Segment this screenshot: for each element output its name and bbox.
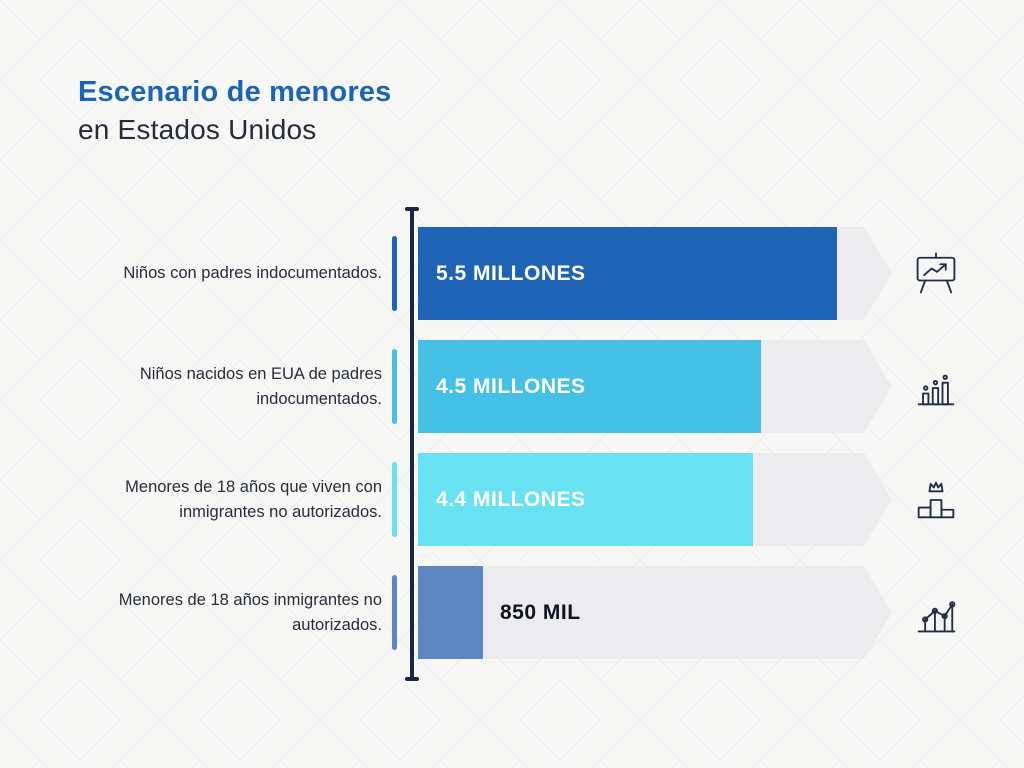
bar-value: 5.5 MILLONES [436, 261, 586, 285]
bar-value: 4.5 MILLONES [436, 374, 586, 398]
title-line-accent: Escenario de menores [78, 76, 392, 108]
bar-tick [392, 462, 397, 537]
bar-tick [392, 349, 397, 424]
bar-row-nacidos-en-eua: Niños nacidos en EUA de padres indocumen… [0, 340, 1024, 433]
bar-track: 5.5 MILLONES [418, 227, 892, 320]
bar-value: 4.4 MILLONES [436, 487, 586, 511]
bar-row-ninos-con-padres: Niños con padres indocumentados. 5.5 MIL… [0, 227, 1024, 320]
bar-row-inmigrantes-no-autorizados: Menores de 18 años inmigrantes no autori… [0, 566, 1024, 659]
title-line-dark: en Estados Unidos [78, 113, 317, 145]
bar-label: Menores de 18 años inmigrantes no autori… [118, 590, 382, 634]
page-title: Escenario de menores en Estados Unidos [78, 74, 391, 148]
presentation-chart-icon [910, 248, 962, 300]
podium-winner-icon [910, 474, 962, 526]
bar-track: 850 MIL [418, 566, 892, 659]
bar-track: 4.5 MILLONES [418, 340, 892, 433]
bar-tick [392, 236, 397, 311]
line-chart-icon [910, 587, 962, 639]
bar [418, 227, 837, 320]
bar-label: Menores de 18 años que viven con inmigra… [125, 477, 382, 521]
bar [418, 340, 761, 433]
bar-tick [392, 575, 397, 650]
bar-track: 4.4 MILLONES [418, 453, 892, 546]
bar-row-viven-con-inmigrantes: Menores de 18 años que viven con inmigra… [0, 453, 1024, 546]
bar-value: 850 MIL [500, 600, 581, 624]
bar-label: Niños nacidos en EUA de padres indocumen… [139, 364, 382, 408]
bar [418, 566, 483, 659]
y-axis-line [405, 207, 419, 681]
bar [418, 453, 753, 546]
bar-label: Niños con padres indocumentados. [123, 264, 382, 283]
column-chart-icon [910, 361, 962, 413]
